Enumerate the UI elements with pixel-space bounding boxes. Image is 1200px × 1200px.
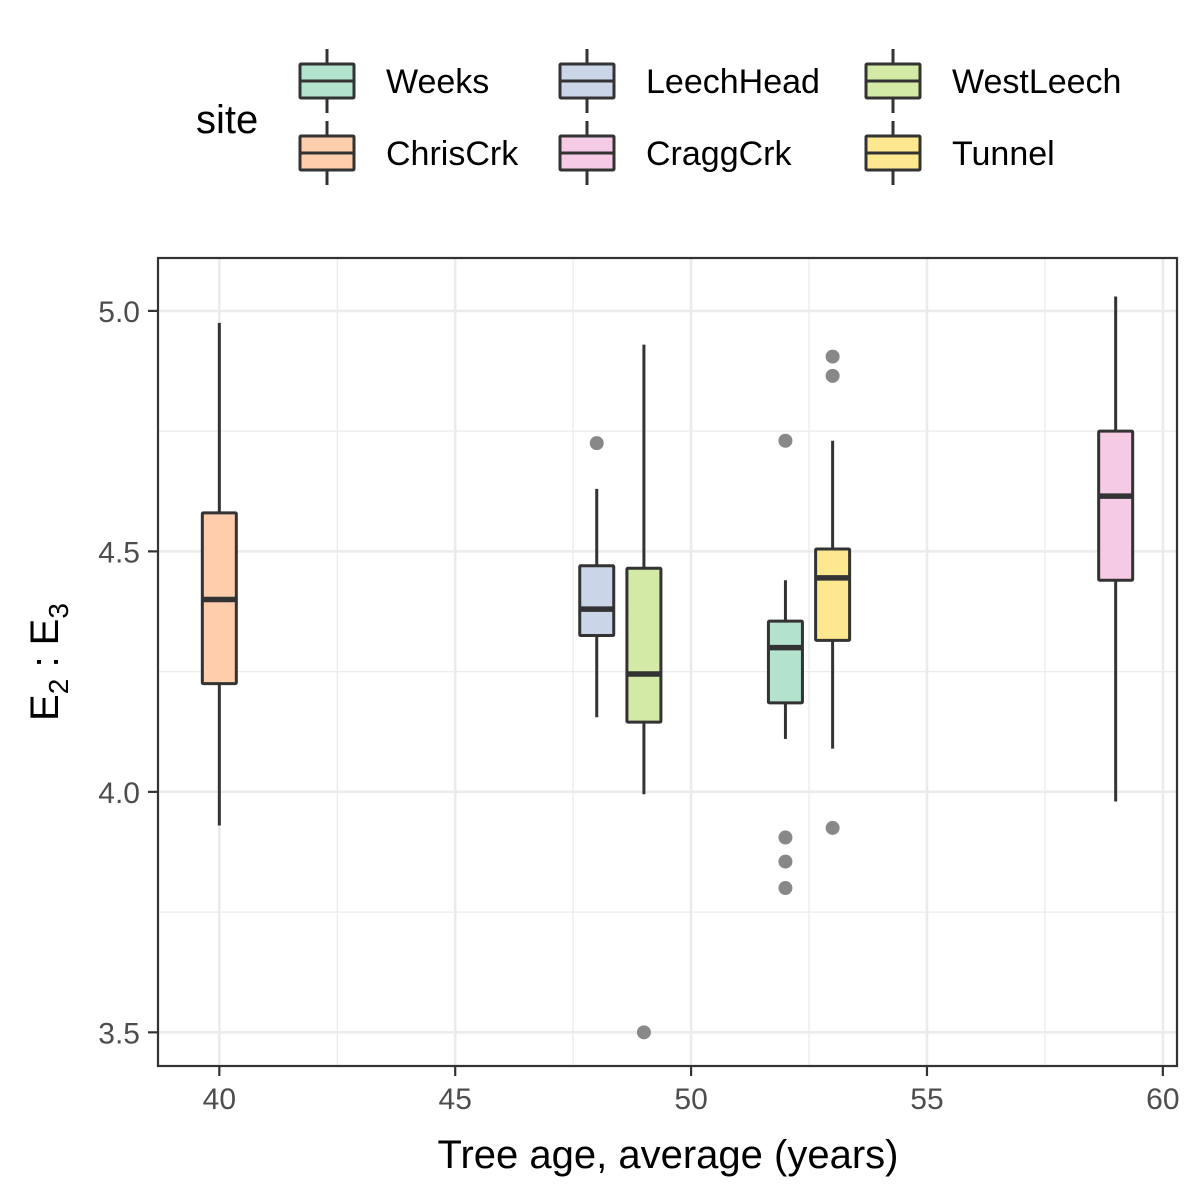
box-chriscrk <box>200 322 238 826</box>
y-axis-title-sub2: 2 <box>43 679 74 695</box>
outlier-point <box>778 830 793 845</box>
legend-item-weeks: Weeks <box>298 49 489 113</box>
outlier-point <box>825 368 840 383</box>
x-axis-ticks: 40 45 50 55 60 <box>203 1066 1180 1116</box>
y-axis-title: E2 : E3 <box>23 603 74 721</box>
y-tick-label: 4.0 <box>98 777 140 810</box>
legend-label: ChrisCrk <box>386 135 519 173</box>
legend-label: Tunnel <box>952 135 1055 173</box>
box-westleech <box>625 344 663 1040</box>
grid-major <box>158 258 1177 1066</box>
legend-item-chriscrk: ChrisCrk <box>298 121 519 185</box>
legend-item-leechhead: LeechHead <box>558 49 820 113</box>
outlier-point <box>825 349 840 364</box>
x-tick-label: 60 <box>1146 1083 1179 1116</box>
y-tick-label: 3.5 <box>98 1017 140 1050</box>
box-leechhead <box>578 436 616 718</box>
outlier-point <box>589 436 604 451</box>
grid-minor <box>158 258 1177 1066</box>
legend-label: CraggCrk <box>646 135 792 173</box>
box-body <box>766 619 804 705</box>
outlier-point <box>636 1025 651 1040</box>
outlier-point <box>825 820 840 835</box>
y-axis-title-sub3: 3 <box>43 603 74 619</box>
y-tick-label: 4.5 <box>98 536 140 569</box>
x-axis-title: Tree age, average (years) <box>438 1133 899 1177</box>
y-axis-title-e: E <box>23 694 67 721</box>
boxes <box>200 296 1135 1040</box>
legend-item-westleech: WestLeech <box>864 49 1121 113</box>
box-craggcrk <box>1097 296 1135 802</box>
plot-panel <box>156 256 1179 1068</box>
outlier-point <box>778 881 793 896</box>
legend-label: Weeks <box>386 63 489 101</box>
y-axis-title-e2: E <box>23 619 67 646</box>
legend-item-craggcrk: CraggCrk <box>558 121 792 185</box>
box-body <box>578 564 616 638</box>
legend-item-tunnel: Tunnel <box>864 121 1055 185</box>
panel-background <box>158 258 1177 1066</box>
legend-title: site <box>196 98 258 142</box>
outlier-point <box>778 433 793 448</box>
x-tick-label: 50 <box>674 1083 707 1116</box>
x-tick-label: 55 <box>910 1083 943 1116</box>
box-body <box>625 566 663 724</box>
box-weeks <box>766 433 804 896</box>
y-axis-title-sep: : <box>23 645 67 678</box>
box-tunnel <box>814 349 852 835</box>
x-tick-label: 45 <box>439 1083 472 1116</box>
y-axis-ticks: 3.5 4.0 4.5 5.0 <box>98 296 158 1050</box>
outlier-point <box>778 854 793 869</box>
legend-label: WestLeech <box>952 63 1121 101</box>
y-tick-label: 5.0 <box>98 296 140 329</box>
x-tick-label: 40 <box>203 1083 236 1116</box>
legend: site Weeks LeechHead WestLeech ChrisCrk Crag… <box>196 49 1121 185</box>
panel-border <box>156 256 1179 1068</box>
box-body <box>814 547 852 642</box>
legend-label: LeechHead <box>646 63 820 101</box>
box-body <box>1097 429 1135 582</box>
